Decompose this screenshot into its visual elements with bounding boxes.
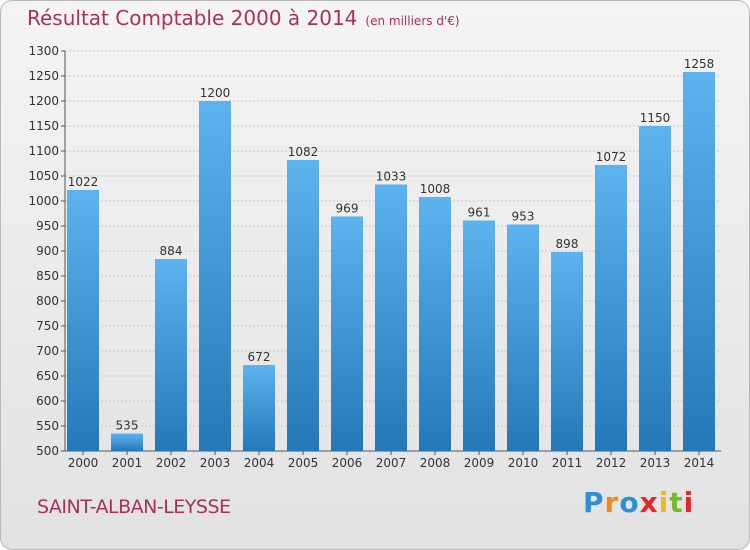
y-tick-label: 1050 xyxy=(28,169,59,183)
bar-2003 xyxy=(199,101,231,451)
data-label-2005: 1082 xyxy=(288,145,319,159)
data-label-2009: 961 xyxy=(468,206,491,220)
x-tick-label: 2010 xyxy=(508,456,539,470)
chart-title: Résultat Comptable 2000 à 2014 (en millie… xyxy=(27,6,460,30)
logo-letter: i xyxy=(683,486,695,519)
bar-2009 xyxy=(463,220,495,451)
x-tick-label: 2011 xyxy=(552,456,583,470)
data-label-2008: 1008 xyxy=(420,182,451,196)
logo-letter: r xyxy=(604,486,620,519)
data-label-2006: 969 xyxy=(336,202,359,216)
bars xyxy=(67,72,715,451)
x-tick-label: 2009 xyxy=(464,456,495,470)
chart-title-text: Résultat Comptable 2000 à 2014 xyxy=(27,6,358,30)
data-label-2004: 672 xyxy=(248,350,271,364)
data-label-2013: 1150 xyxy=(640,111,671,125)
data-label-2003: 1200 xyxy=(200,86,231,100)
bar-2004 xyxy=(243,365,275,451)
bar-2010 xyxy=(507,224,539,451)
data-label-2000: 1022 xyxy=(68,175,99,189)
y-tick-label: 900 xyxy=(36,244,59,258)
bar-2011 xyxy=(551,252,583,451)
bar-2014 xyxy=(683,72,715,451)
x-tick-label: 2008 xyxy=(420,456,451,470)
logo-letter: o xyxy=(619,486,640,519)
data-label-2002: 884 xyxy=(160,244,183,258)
bar-2005 xyxy=(287,160,319,451)
data-label-2012: 1072 xyxy=(596,150,627,164)
y-tick-label: 750 xyxy=(36,319,59,333)
proxiti-logo: Proxiti xyxy=(583,486,694,519)
y-tick-label: 1200 xyxy=(28,94,59,108)
data-label-2010: 953 xyxy=(512,210,535,224)
bar-2001 xyxy=(111,433,143,451)
x-tick-label: 2005 xyxy=(288,456,319,470)
bar-2002 xyxy=(155,259,187,451)
x-tick-label: 2001 xyxy=(112,456,143,470)
data-label-2014: 1258 xyxy=(684,57,715,71)
x-tick-label: 2003 xyxy=(200,456,231,470)
x-tick-label: 2006 xyxy=(332,456,363,470)
logo-letter: P xyxy=(583,486,605,519)
x-tick-label: 2014 xyxy=(684,456,715,470)
x-tick-label: 2012 xyxy=(596,456,627,470)
x-tick-label: 2013 xyxy=(640,456,671,470)
y-tick-label: 800 xyxy=(36,294,59,308)
y-tick-label: 1150 xyxy=(28,119,59,133)
y-tick-label: 850 xyxy=(36,269,59,283)
y-tick-label: 700 xyxy=(36,344,59,358)
bar-2000 xyxy=(67,190,99,451)
y-tick-label: 1250 xyxy=(28,69,59,83)
y-tick-label: 650 xyxy=(36,369,59,383)
logo-letter: x xyxy=(639,486,659,519)
y-tick-label: 550 xyxy=(36,419,59,433)
x-tick-label: 2007 xyxy=(376,456,407,470)
y-tick-label: 1000 xyxy=(28,194,59,208)
bar-2013 xyxy=(639,126,671,451)
bar-2008 xyxy=(419,197,451,451)
commune-name: SAINT-ALBAN-LEYSSE xyxy=(37,496,231,518)
y-tick-label: 1100 xyxy=(28,144,59,158)
y-tick-label: 500 xyxy=(36,444,59,458)
data-labels: 1022 535 884 1200 672 1082 969 1033 1008 961 953 89… xyxy=(68,57,715,433)
bar-2012 xyxy=(595,165,627,451)
unit-note: (en milliers d'€) xyxy=(365,14,460,28)
axes: 500 550 600 650 700 750 800 850 900 950 1000 1050 11… xyxy=(28,44,721,470)
x-tick-label: 2002 xyxy=(156,456,187,470)
y-tick-label: 1300 xyxy=(28,44,59,58)
x-tick-label: 2000 xyxy=(68,456,99,470)
logo-letter: i xyxy=(658,486,670,519)
y-tick-label: 600 xyxy=(36,394,59,408)
bar-2007 xyxy=(375,184,407,451)
data-label-2001: 535 xyxy=(116,419,139,433)
y-tick-label: 950 xyxy=(36,219,59,233)
x-tick-label: 2004 xyxy=(244,456,275,470)
data-label-2011: 898 xyxy=(556,237,579,251)
bar-2006 xyxy=(331,216,363,451)
logo-letter: t xyxy=(669,486,684,519)
data-label-2007: 1033 xyxy=(376,170,407,184)
